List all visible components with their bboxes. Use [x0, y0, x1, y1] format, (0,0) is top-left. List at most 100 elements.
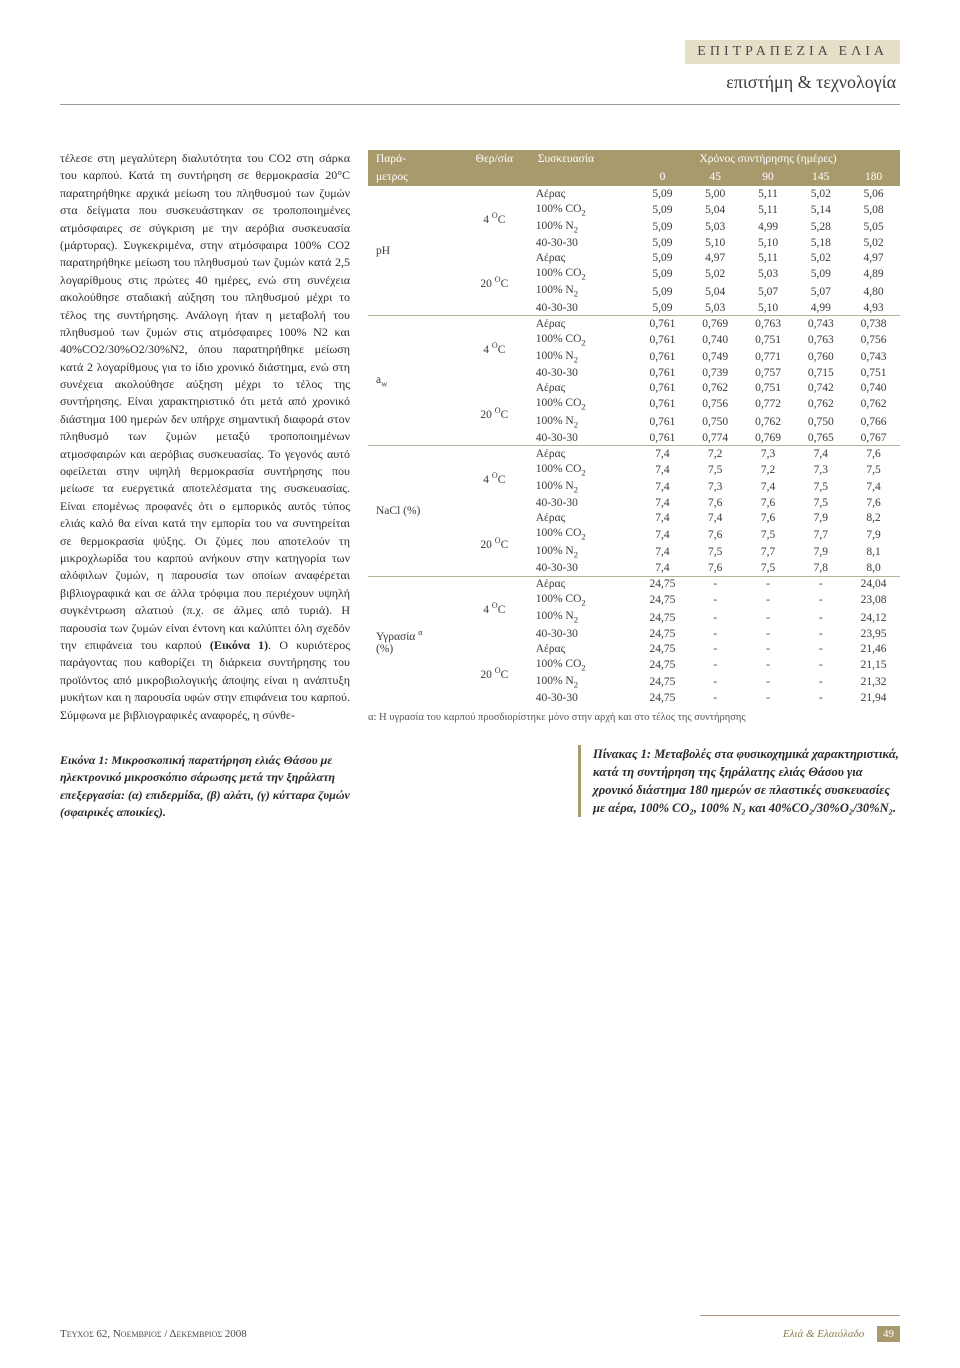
body-paragraph: τέλεσε στη μεγαλύτερη διαλυτότητα του CO…	[60, 150, 350, 724]
packaging-cell: 100% CO2	[530, 656, 636, 673]
data-table: Παρά- Θερ/σία Συσκευασία Χρόνος συντήρησ…	[368, 150, 900, 706]
temp-cell: 4 OC	[459, 186, 530, 251]
value-cell: 0,739	[689, 366, 742, 381]
value-cell: 0,738	[847, 316, 900, 332]
packaging-cell: 100% N2	[530, 413, 636, 430]
packaging-cell: 40-30-30	[530, 561, 636, 577]
value-cell: -	[794, 576, 847, 592]
table-row: Υγρασία α(%)4 OCΑέρας24,75---24,04	[368, 576, 900, 592]
value-cell: 23,95	[847, 626, 900, 641]
issue-info: Τευχος 62, Νοεμβριος / Δεκεμβριος 2008	[60, 1328, 247, 1340]
value-cell: -	[794, 673, 847, 690]
value-cell: 0,742	[794, 381, 847, 396]
temp-cell: 4 OC	[459, 576, 530, 641]
value-cell: -	[794, 641, 847, 656]
value-cell: 0,774	[689, 430, 742, 446]
value-cell: 0,763	[742, 316, 795, 332]
value-cell: 7,9	[794, 543, 847, 560]
value-cell: 0,761	[636, 430, 689, 446]
header-rule	[60, 104, 900, 105]
value-cell: 5,09	[636, 236, 689, 251]
value-cell: 7,4	[636, 461, 689, 478]
packaging-cell: 100% CO2	[530, 201, 636, 218]
value-cell: 0,761	[636, 331, 689, 348]
packaging-cell: 100% N2	[530, 543, 636, 560]
temp-cell: 20 OC	[459, 511, 530, 576]
th-param2: μετρος	[368, 168, 459, 186]
value-cell: 5,14	[794, 201, 847, 218]
value-cell: -	[742, 576, 795, 592]
value-cell: 21,94	[847, 691, 900, 706]
value-cell: 24,75	[636, 656, 689, 673]
value-cell: 0,761	[636, 366, 689, 381]
value-cell: 0,761	[636, 348, 689, 365]
value-cell: 0,761	[636, 413, 689, 430]
value-cell: 0,762	[794, 396, 847, 413]
value-cell: 5,10	[742, 300, 795, 316]
temp-cell: 20 OC	[459, 641, 530, 706]
body-text-1: τέλεσε στη μεγαλύτερη διαλυτότητα του CO…	[60, 151, 350, 652]
value-cell: 5,09	[636, 300, 689, 316]
th-d45: 45	[689, 168, 742, 186]
value-cell: 7,6	[742, 511, 795, 526]
value-cell: 4,97	[689, 251, 742, 266]
packaging-cell: Αέρας	[530, 576, 636, 592]
value-cell: 7,5	[847, 461, 900, 478]
value-cell: 7,2	[742, 461, 795, 478]
footer-right: Ελιά & Ελαιόλαδο 49	[783, 1328, 900, 1340]
packaging-cell: Αέρας	[530, 186, 636, 201]
publication-name: Ελιά & Ελαιόλαδο	[783, 1328, 864, 1340]
value-cell: -	[689, 576, 742, 592]
value-cell: -	[794, 592, 847, 609]
value-cell: 7,4	[847, 479, 900, 496]
value-cell: 0,743	[847, 348, 900, 365]
value-cell: 7,9	[794, 511, 847, 526]
value-cell: 7,4	[742, 479, 795, 496]
value-cell: 7,5	[689, 543, 742, 560]
packaging-cell: 40-30-30	[530, 626, 636, 641]
packaging-cell: 100% N2	[530, 348, 636, 365]
value-cell: 8,0	[847, 561, 900, 577]
value-cell: 5,05	[847, 218, 900, 235]
value-cell: 5,09	[636, 251, 689, 266]
value-cell: -	[742, 609, 795, 626]
value-cell: 7,4	[794, 446, 847, 462]
packaging-cell: 100% CO2	[530, 331, 636, 348]
kicker: ΕΠΙΤΡΑΠΕΖΙΑ ΕΛΙΑ	[685, 40, 900, 64]
th-d180: 180	[847, 168, 900, 186]
value-cell: 0,757	[742, 366, 795, 381]
value-cell: 0,769	[742, 430, 795, 446]
value-cell: 0,751	[742, 381, 795, 396]
th-blank2	[530, 168, 636, 186]
value-cell: 7,3	[742, 446, 795, 462]
value-cell: 4,93	[847, 300, 900, 316]
value-cell: 5,09	[636, 201, 689, 218]
packaging-cell: Αέρας	[530, 251, 636, 266]
packaging-cell: 100% N2	[530, 218, 636, 235]
value-cell: 4,99	[794, 300, 847, 316]
value-cell: 7,4	[636, 561, 689, 577]
value-cell: 0,751	[847, 366, 900, 381]
value-cell: 5,11	[742, 251, 795, 266]
value-cell: -	[742, 673, 795, 690]
value-cell: -	[689, 641, 742, 656]
value-cell: 7,3	[689, 479, 742, 496]
th-d90: 90	[742, 168, 795, 186]
value-cell: 0,751	[742, 331, 795, 348]
th-days-span: Χρόνος συντήρησης (ημέρες)	[636, 150, 900, 168]
value-cell: 0,743	[794, 316, 847, 332]
value-cell: 0,715	[794, 366, 847, 381]
value-cell: 0,761	[636, 396, 689, 413]
packaging-cell: 40-30-30	[530, 366, 636, 381]
value-cell: 5,08	[847, 201, 900, 218]
value-cell: 7,5	[742, 561, 795, 577]
value-cell: 7,6	[847, 496, 900, 511]
value-cell: 5,02	[689, 266, 742, 283]
packaging-cell: 100% N2	[530, 609, 636, 626]
value-cell: 7,6	[689, 526, 742, 543]
value-cell: 5,02	[794, 251, 847, 266]
value-cell: 7,6	[847, 446, 900, 462]
value-cell: 0,772	[742, 396, 795, 413]
value-cell: 0,766	[847, 413, 900, 430]
table-row: aw4 OCΑέρας0,7610,7690,7630,7430,738	[368, 316, 900, 332]
